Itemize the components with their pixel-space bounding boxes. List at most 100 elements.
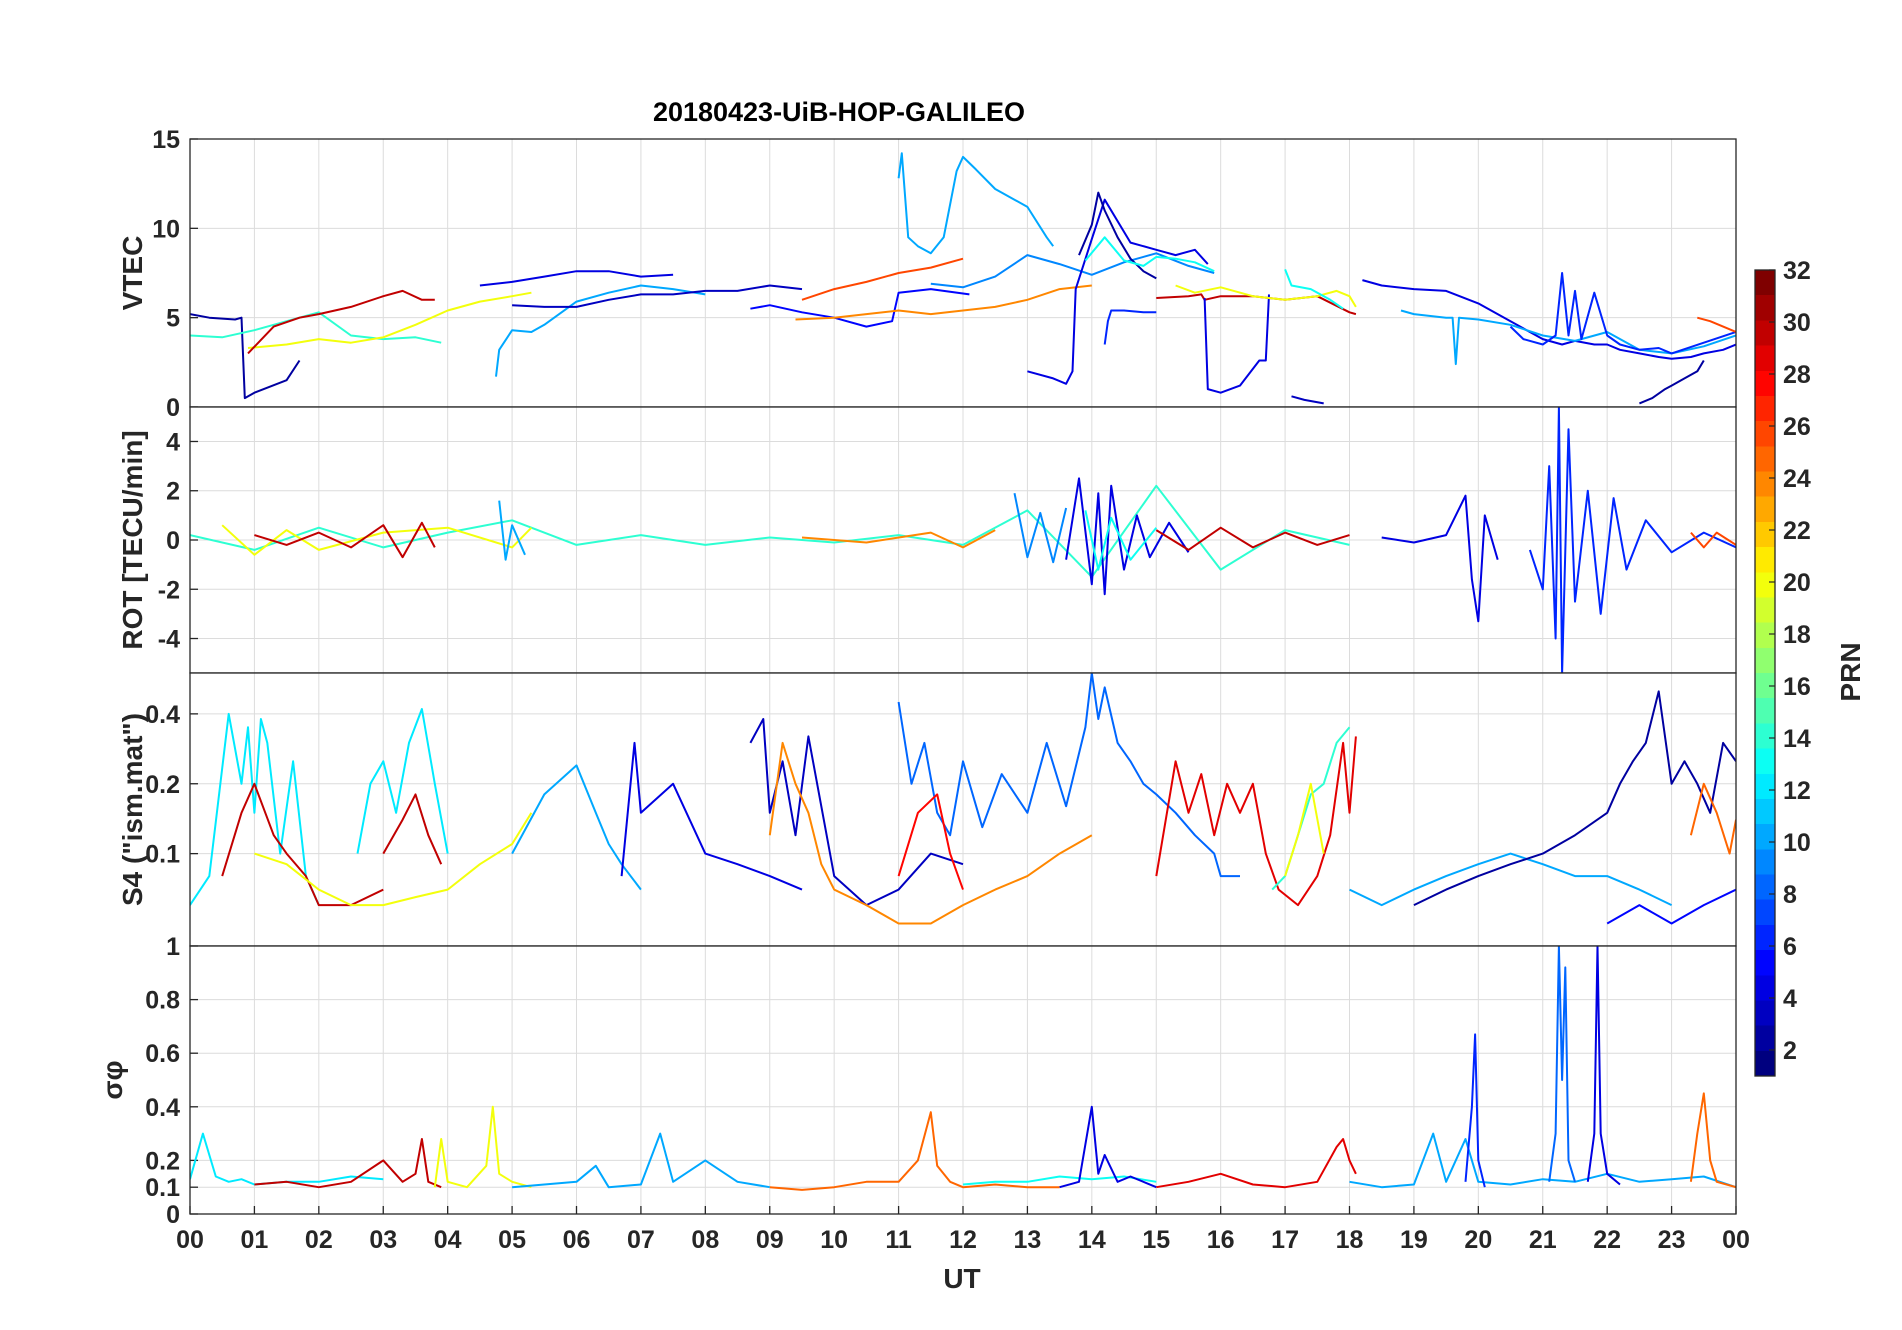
traces <box>190 673 1736 925</box>
series-prn-6 <box>1103 309 1157 345</box>
series-prn-28 <box>897 793 964 890</box>
colorbar-tick-label: 32 <box>1783 257 1811 285</box>
x-tick-label: 13 <box>1014 1226 1042 1254</box>
series-prn-30 <box>247 289 435 355</box>
x-tick-label: 05 <box>498 1226 526 1254</box>
y-axis-label-vtec: VTEC <box>117 236 148 311</box>
x-tick-label: 02 <box>305 1226 333 1254</box>
y-tick-label: 0 <box>166 1201 180 1229</box>
series-prn-4 <box>1203 294 1270 394</box>
x-tick-label: 00 <box>1722 1226 1750 1254</box>
panel-vtec: 0 5 10 15 VTEC <box>117 126 1737 422</box>
series-prn-4 <box>1027 198 1209 385</box>
series-prn-25 <box>769 1111 1060 1191</box>
panel-s4: 0.1 0.2 0.4S4 ("ism.mat") <box>117 672 1737 947</box>
series-prn-4 <box>1059 1105 1157 1189</box>
series-prn-5 <box>750 288 970 328</box>
series-prn-12 <box>190 712 320 906</box>
series-prn-30 <box>254 521 436 559</box>
x-tick-label: 18 <box>1336 1226 1364 1254</box>
series-prn-4 <box>1381 494 1499 623</box>
series-prn-24 <box>768 741 1093 925</box>
series-prn-20 <box>254 812 533 907</box>
series-prn-20 <box>1175 284 1357 308</box>
series-prn-29 <box>1155 736 1357 907</box>
x-tick-label: 16 <box>1207 1226 1235 1254</box>
series-prn-13 <box>1084 510 1158 571</box>
x-tick-label: 08 <box>691 1226 719 1254</box>
series-prn-4 <box>620 741 803 891</box>
y-tick-label: 5 <box>166 305 180 333</box>
series-prn-12 <box>190 1132 384 1186</box>
series-prn-30 <box>1156 293 1357 316</box>
x-tick-label: 19 <box>1400 1226 1428 1254</box>
series-prn-30 <box>382 793 443 865</box>
series-prn-13 <box>1084 236 1215 273</box>
traces <box>190 946 1736 1191</box>
y-tick-label: 4 <box>166 428 180 456</box>
series-prn-3 <box>1291 395 1324 405</box>
series-prn-4 <box>1065 477 1190 596</box>
series-prn-10 <box>511 764 642 891</box>
panel-rot: -4 -2 0 2 4 ROT [TECU/min] <box>117 406 1737 674</box>
series-prn-4 <box>479 270 674 287</box>
series-prn-9 <box>930 252 1215 289</box>
x-tick-label: 09 <box>756 1226 784 1254</box>
series-prn-14 <box>190 311 442 344</box>
series-prn-5 <box>1606 888 1736 925</box>
series-prn-12 <box>356 708 449 854</box>
x-tick-label: 22 <box>1593 1226 1621 1254</box>
x-tick-label: 04 <box>434 1226 462 1254</box>
series-prn-14 <box>190 484 1350 578</box>
figure-title: 20180423-UiB-HOP-GALILEO <box>653 97 1025 127</box>
colorbar-tick-label: 24 <box>1783 465 1811 493</box>
x-axis-label: UT <box>943 1263 980 1294</box>
colorbar-tick-label: 18 <box>1783 621 1811 649</box>
x-tick-label: 06 <box>563 1226 591 1254</box>
series-prn-10 <box>498 500 526 561</box>
colorbar-tick-label: 8 <box>1783 881 1797 909</box>
colorbar-tick-label: 22 <box>1783 517 1811 545</box>
y-tick-label: 0.2 <box>145 771 180 799</box>
y-axis-label-rot: ROT [TECU/min] <box>117 430 148 649</box>
x-tick-label: 10 <box>820 1226 848 1254</box>
series-prn-30 <box>1155 526 1350 551</box>
series-prn-3 <box>749 718 964 907</box>
y-axis-label-sigma_phi: σφ <box>97 1060 128 1099</box>
x-tick-label: 00 <box>176 1226 204 1254</box>
series-prn-26 <box>1690 531 1736 549</box>
y-tick-label: 0 <box>166 527 180 555</box>
series-prn-10 <box>897 152 1055 255</box>
series-prn-29 <box>1156 1138 1357 1189</box>
x-axis: 00 01 02 03 04 05 06 07 08 09 10 11 12 13 14 15 16 17 18 19… <box>176 1206 1750 1254</box>
x-tick-label: 20 <box>1464 1226 1492 1254</box>
series-prn-20 <box>1284 782 1325 877</box>
traces <box>190 152 1736 405</box>
y-tick-label: 0.6 <box>145 1040 180 1068</box>
series-prn-24 <box>801 529 996 549</box>
series-prn-6 <box>1464 1033 1486 1188</box>
series-prn-10 <box>495 284 706 377</box>
x-tick-label: 17 <box>1271 1226 1299 1254</box>
series-prn-10 <box>1400 309 1736 366</box>
x-tick-label: 03 <box>369 1226 397 1254</box>
y-tick-label: 0.1 <box>145 841 180 869</box>
y-tick-label: 0 <box>166 394 180 422</box>
colorbar-tick-label: 6 <box>1783 933 1797 961</box>
x-tick-label: 23 <box>1658 1226 1686 1254</box>
colorbar-tick-label: 20 <box>1783 569 1811 597</box>
series-prn-6 <box>1528 407 1736 673</box>
y-tick-label: 0.4 <box>145 701 180 729</box>
colorbar-tick-label: 30 <box>1783 309 1811 337</box>
series-prn-4 <box>1586 946 1621 1186</box>
series-prn-8 <box>897 673 1240 878</box>
series-prn-26 <box>1697 316 1736 333</box>
x-tick-label: 15 <box>1142 1226 1170 1254</box>
colorbar-gradient <box>1754 269 1776 1077</box>
series-prn-26 <box>801 257 964 301</box>
series-prn-10 <box>1349 1132 1736 1189</box>
y-tick-label: -2 <box>158 576 180 604</box>
colorbar-tick-label: 14 <box>1783 725 1811 753</box>
colorbar-label: PRN <box>1835 642 1866 701</box>
